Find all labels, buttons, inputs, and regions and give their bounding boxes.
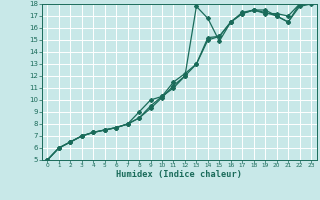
X-axis label: Humidex (Indice chaleur): Humidex (Indice chaleur) <box>116 170 242 179</box>
